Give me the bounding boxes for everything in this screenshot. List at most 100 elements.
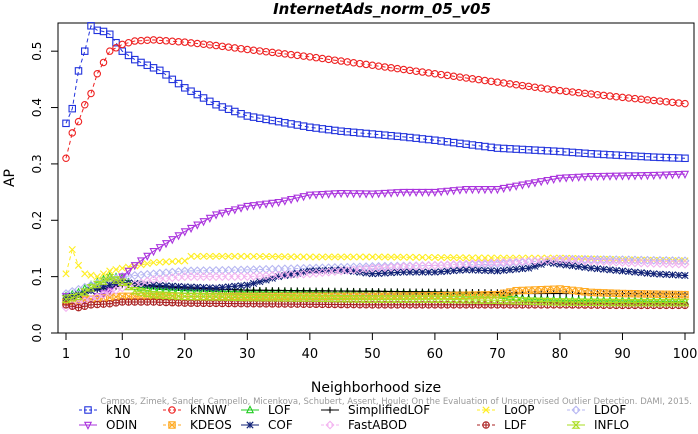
data-point (399, 188, 408, 198)
data-point (312, 300, 320, 309)
data-point (611, 298, 621, 307)
data-point (399, 262, 409, 272)
data-point (637, 172, 646, 181)
series-knn (62, 22, 689, 163)
data-point (681, 99, 689, 108)
x-tick-label: 70 (489, 347, 506, 362)
legend-item-cof: COF (241, 418, 293, 432)
data-point (343, 253, 351, 261)
data-point (611, 257, 621, 267)
data-point (449, 260, 459, 269)
data-point (61, 295, 71, 303)
data-point (417, 295, 427, 303)
data-point (156, 258, 164, 266)
data-point (374, 263, 384, 273)
data-point (425, 253, 433, 262)
data-point (300, 253, 308, 261)
data-point (86, 284, 96, 292)
data-point (237, 299, 245, 308)
x-tick-label: 50 (364, 347, 381, 362)
data-point (387, 189, 396, 198)
data-point (630, 255, 640, 265)
data-point (124, 51, 133, 60)
data-point (193, 252, 201, 260)
data-point (174, 282, 183, 291)
data-point (174, 292, 184, 300)
legend-label: kNNW (190, 403, 227, 417)
data-point (436, 260, 446, 270)
data-point (336, 294, 346, 303)
data-point (217, 272, 227, 282)
data-point (269, 287, 276, 294)
data-point (487, 254, 495, 262)
data-point (267, 264, 277, 274)
data-point (186, 224, 196, 234)
data-point (274, 294, 284, 302)
data-point (268, 199, 277, 208)
data-point (442, 260, 452, 270)
data-point (536, 297, 546, 306)
data-point (612, 266, 620, 275)
legend-item-odin: ODIN (79, 418, 137, 432)
data-point (362, 253, 370, 261)
data-point (187, 283, 195, 291)
data-point (112, 266, 120, 274)
data-point (593, 172, 602, 182)
data-point (524, 297, 534, 305)
data-point (186, 266, 196, 276)
data-point (468, 266, 477, 274)
data-point (250, 287, 257, 294)
data-point (330, 294, 340, 303)
data-point (205, 214, 214, 223)
data-point (617, 298, 628, 307)
data-point (192, 292, 202, 301)
data-point (262, 300, 270, 308)
series-knnw (62, 36, 689, 163)
data-point (574, 173, 583, 182)
data-point (481, 266, 489, 275)
data-point (224, 293, 234, 301)
data-point (267, 271, 277, 280)
data-point (106, 47, 114, 55)
data-point (230, 265, 240, 275)
data-point (486, 296, 496, 304)
data-point (367, 262, 377, 271)
data-point (430, 295, 440, 303)
data-point (605, 255, 615, 265)
data-point (374, 261, 384, 271)
data-point (567, 255, 577, 265)
data-point (93, 69, 102, 78)
data-point (461, 295, 471, 304)
data-point (549, 175, 558, 185)
data-point (230, 206, 239, 215)
data-point (299, 294, 309, 302)
data-point (517, 297, 527, 305)
data-point (243, 299, 252, 308)
legend-item-fastabod: FastABOD (321, 418, 407, 432)
data-point (211, 211, 221, 220)
x-tick-label: 100 (673, 347, 698, 362)
data-point (87, 89, 95, 98)
data-point (599, 257, 609, 267)
data-point (630, 172, 640, 181)
data-point (217, 265, 227, 275)
data-point (199, 299, 208, 308)
data-point (193, 90, 202, 99)
data-point (636, 298, 646, 307)
data-point (168, 282, 176, 290)
data-point (206, 284, 214, 292)
data-point (393, 253, 401, 261)
data-point (656, 270, 664, 278)
data-point (574, 254, 584, 264)
data-point (605, 298, 615, 307)
data-point (111, 285, 121, 295)
data-point (386, 262, 396, 272)
data-point (417, 261, 427, 271)
data-point (106, 267, 114, 275)
data-point (156, 298, 164, 306)
data-point (237, 282, 245, 290)
data-point (81, 270, 89, 278)
data-point (681, 154, 689, 163)
data-point (280, 197, 289, 206)
